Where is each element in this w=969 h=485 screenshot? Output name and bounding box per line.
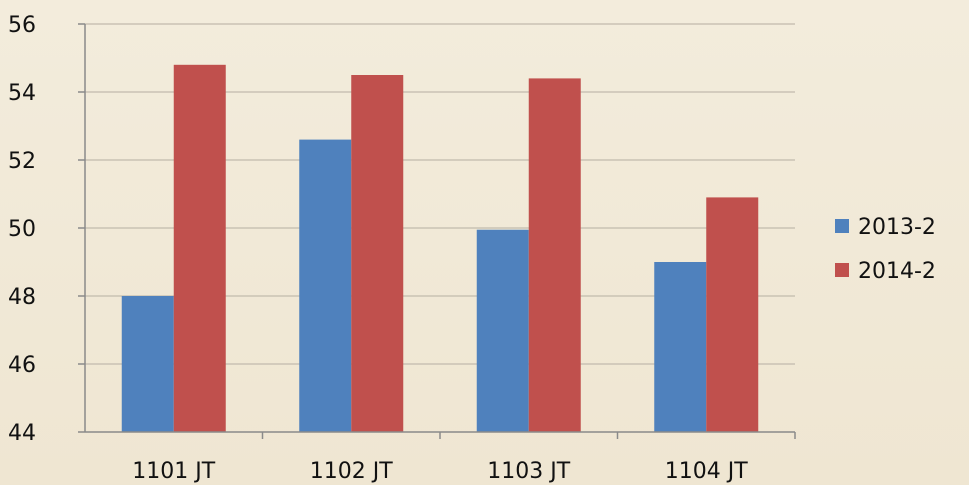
bar-2014-2-1103-JT (528, 78, 581, 433)
x-category-label: 1101 JT (132, 459, 215, 484)
bar-2014-2-1101-JT (173, 64, 226, 433)
axes (78, 23, 796, 439)
y-tick-label: 46 (8, 353, 36, 378)
y-tick-labels: 44 46 48 50 52 54 56 (8, 13, 36, 446)
bar-2013-2-1101-JT (121, 296, 174, 432)
bars (121, 64, 759, 433)
x-category-labels: 1101 JT 1102 JT 1103 JT 1104 JT (132, 459, 748, 484)
y-tick-label: 54 (8, 81, 36, 106)
legend-label: 2014-2 (858, 259, 936, 284)
x-category-label: 1102 JT (310, 459, 393, 484)
y-tick-label: 50 (8, 217, 36, 242)
legend-swatch (835, 263, 849, 277)
y-tick-label: 48 (8, 285, 36, 310)
legend-swatch (835, 219, 849, 233)
bar-2013-2-1102-JT (299, 139, 352, 432)
bar-2014-2-1104-JT (706, 197, 759, 432)
y-tick-label: 52 (8, 149, 36, 174)
bar-2014-2-1102-JT (351, 75, 404, 432)
x-category-label: 1104 JT (665, 459, 748, 484)
y-tick-label: 44 (8, 421, 36, 446)
bar-2013-2-1104-JT (654, 262, 707, 432)
legend-label: 2013-2 (858, 215, 936, 240)
x-category-label: 1103 JT (487, 459, 570, 484)
legend: 2013-2 2014-2 (835, 215, 936, 284)
y-tick-label: 56 (8, 13, 36, 38)
bar-2013-2-1103-JT (476, 229, 529, 432)
